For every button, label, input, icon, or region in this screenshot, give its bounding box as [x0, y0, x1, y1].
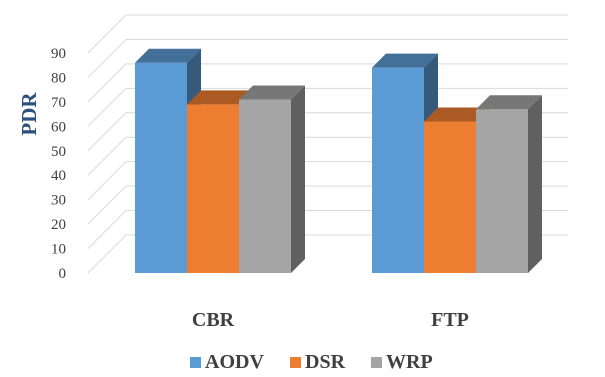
bar-top [372, 53, 438, 68]
y-tick-label: 40 [51, 168, 66, 184]
legend-swatch [290, 357, 301, 368]
bar-front [135, 62, 187, 274]
bar-top [476, 95, 542, 110]
y-tick-label: 0 [59, 266, 67, 282]
legend-item-dsr: DSR [290, 351, 346, 373]
category-labels: CBR FTP [192, 309, 469, 331]
bar-wrp-cbr [239, 85, 305, 273]
y-tick-label: 10 [51, 242, 66, 258]
bar-top [135, 48, 201, 63]
legend-swatch [190, 357, 201, 368]
y-axis-ticks: 0 10 20 30 40 50 60 70 80 90 [51, 46, 66, 282]
y-axis-title: PDR [17, 92, 41, 136]
bar-front [187, 104, 239, 273]
legend-swatch [371, 357, 382, 368]
legend-item-aodv: AODV [190, 351, 264, 373]
bar-top [424, 107, 490, 122]
y-tick-label: 80 [51, 70, 66, 86]
bar-wrp-ftp [476, 95, 542, 273]
bar-front [476, 109, 528, 273]
gridline [87, 14, 568, 54]
bar-top [239, 85, 305, 100]
y-tick-label: 30 [51, 193, 66, 209]
bar-top [187, 90, 253, 105]
legend-label: AODV [205, 351, 264, 373]
x-category-label: FTP [431, 309, 469, 331]
x-category-label: CBR [192, 309, 235, 331]
y-tick-label: 70 [51, 95, 66, 111]
bars-layer [135, 48, 542, 274]
bar-front [372, 67, 424, 274]
y-tick-label: 50 [51, 144, 66, 160]
gridline [87, 38, 568, 78]
bar-front [424, 121, 476, 273]
legend-item-wrp: WRP [371, 351, 433, 373]
y-tick-label: 60 [51, 119, 66, 135]
bar-front [239, 99, 291, 273]
legend-label: DSR [305, 351, 346, 373]
legend: AODV DSR WRP [190, 351, 433, 373]
y-tick-label: 90 [51, 46, 66, 62]
grid-layer [87, 14, 568, 274]
bar-side [528, 95, 542, 273]
legend-label: WRP [386, 351, 433, 373]
bar-side [291, 85, 305, 273]
y-tick-label: 20 [51, 217, 66, 233]
